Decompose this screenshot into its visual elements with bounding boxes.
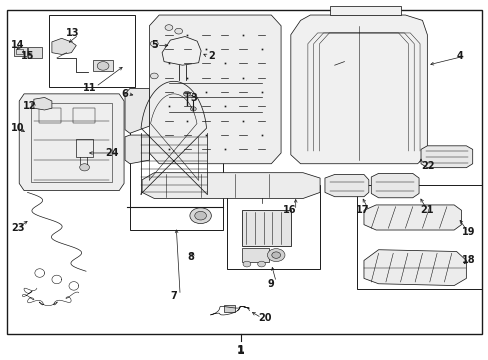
Bar	[242, 248, 268, 262]
Circle shape	[271, 252, 280, 258]
Bar	[14, 47, 26, 56]
Circle shape	[183, 91, 190, 96]
Text: 11: 11	[82, 84, 96, 94]
Text: 17: 17	[355, 205, 368, 215]
Text: 21: 21	[420, 205, 433, 215]
Bar	[39, 108, 61, 122]
Bar	[227, 185, 320, 269]
Circle shape	[190, 107, 196, 111]
Circle shape	[164, 25, 172, 31]
Text: 5: 5	[151, 40, 157, 50]
Polygon shape	[142, 173, 320, 198]
Text: 16: 16	[282, 205, 296, 215]
Polygon shape	[325, 175, 368, 197]
Text: 1: 1	[236, 345, 244, 355]
Polygon shape	[162, 36, 201, 65]
Bar	[16, 49, 23, 54]
Polygon shape	[19, 94, 124, 190]
Bar	[130, 105, 222, 230]
Circle shape	[80, 164, 89, 171]
Text: 1: 1	[236, 346, 244, 356]
Polygon shape	[52, 38, 76, 54]
Text: 3: 3	[189, 93, 196, 103]
Bar	[242, 210, 290, 246]
Text: 10: 10	[11, 123, 25, 133]
Polygon shape	[370, 174, 418, 198]
Text: 7: 7	[170, 291, 177, 301]
Polygon shape	[329, 6, 400, 15]
Circle shape	[257, 261, 265, 267]
Polygon shape	[34, 98, 52, 110]
Polygon shape	[149, 15, 281, 164]
Polygon shape	[290, 15, 427, 164]
Circle shape	[97, 62, 109, 70]
Text: 24: 24	[105, 148, 119, 158]
Bar	[356, 185, 482, 289]
Text: 12: 12	[22, 102, 36, 111]
Bar	[27, 47, 42, 58]
Text: 18: 18	[461, 256, 474, 265]
Bar	[73, 108, 95, 122]
Polygon shape	[125, 135, 149, 164]
Text: 20: 20	[258, 313, 271, 323]
Circle shape	[174, 28, 182, 34]
Circle shape	[150, 73, 158, 79]
Circle shape	[267, 249, 285, 262]
Circle shape	[189, 208, 211, 224]
Text: 19: 19	[461, 227, 474, 237]
Polygon shape	[363, 250, 466, 285]
Text: 6: 6	[122, 89, 128, 99]
Polygon shape	[420, 146, 472, 168]
Circle shape	[243, 261, 250, 267]
Polygon shape	[363, 205, 461, 230]
Text: 8: 8	[186, 252, 193, 262]
Text: 13: 13	[66, 28, 80, 38]
Text: 2: 2	[207, 51, 214, 61]
Text: 9: 9	[267, 279, 274, 289]
Circle shape	[194, 211, 206, 220]
Text: 23: 23	[11, 223, 25, 233]
Bar	[31, 103, 112, 182]
Polygon shape	[93, 60, 113, 71]
Text: 4: 4	[456, 51, 463, 61]
Text: 22: 22	[420, 161, 434, 171]
Bar	[49, 15, 135, 87]
Text: 15: 15	[21, 51, 35, 61]
Circle shape	[150, 41, 158, 46]
Polygon shape	[125, 89, 149, 133]
Bar	[224, 305, 234, 312]
Bar	[76, 139, 93, 157]
Text: 14: 14	[11, 40, 25, 50]
